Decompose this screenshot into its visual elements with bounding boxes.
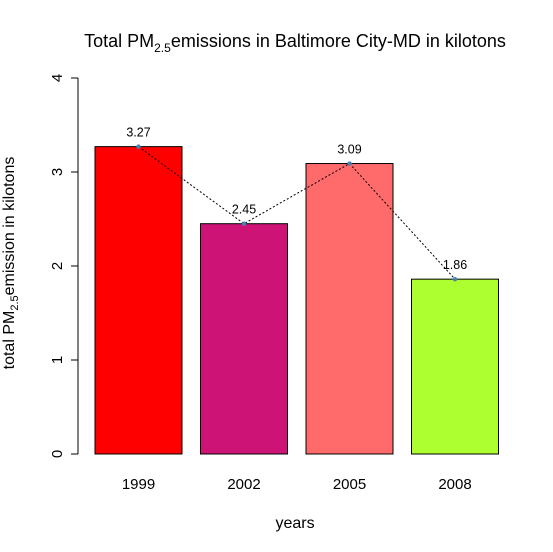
y-axis-label-subscript: 2.5 <box>9 295 21 310</box>
overlay-line-group <box>136 144 458 282</box>
overlay-point-2008 <box>452 276 458 282</box>
y-tick-label: 0 <box>49 450 66 458</box>
overlay-point-2005 <box>347 161 352 166</box>
value-label-2005: 3.09 <box>337 143 361 157</box>
chart-title-prefix: Total PM <box>84 31 154 51</box>
x-axis-label: years <box>275 515 314 532</box>
chart-title: Total PM2.5emissions in Baltimore City-M… <box>84 31 506 55</box>
y-tick-label: 4 <box>49 74 66 82</box>
overlay-line <box>138 146 456 280</box>
x-tick-label-2008: 2008 <box>438 476 471 493</box>
bar-2005 <box>305 163 394 455</box>
bar-2008 <box>411 278 499 455</box>
overlay-point-2002 <box>241 221 247 226</box>
bar-2002 <box>200 223 288 455</box>
value-label-2002: 2.45 <box>232 203 256 217</box>
x-axis-ticks: 1999 2002 2005 2008 <box>122 476 472 493</box>
overlay-point-1999 <box>136 144 141 149</box>
bars-group <box>94 146 499 455</box>
value-label-2008: 1.86 <box>443 258 467 272</box>
y-tick-label: 3 <box>49 168 66 176</box>
y-tick-label: 1 <box>49 356 66 364</box>
value-labels-group: 3.27 2.45 3.09 1.86 <box>126 126 467 273</box>
x-tick-label-1999: 1999 <box>122 476 155 493</box>
y-tick-label: 2 <box>49 262 66 270</box>
chart-title-suffix: emissions in Baltimore City-MD in kiloto… <box>171 31 506 51</box>
y-axis-label-prefix: total PM <box>1 311 18 370</box>
x-tick-label-2005: 2005 <box>333 476 366 493</box>
y-axis-label: total PM2.5emission in kilotons <box>1 157 21 370</box>
x-tick-label-2002: 2002 <box>227 476 260 493</box>
value-label-1999: 3.27 <box>126 126 150 140</box>
chart-title-subscript: 2.5 <box>154 41 171 55</box>
y-axis-ticks: 0 1 2 3 4 <box>49 74 78 458</box>
y-axis-label-suffix: emission in kilotons <box>1 157 18 296</box>
bar-1999 <box>94 146 183 455</box>
